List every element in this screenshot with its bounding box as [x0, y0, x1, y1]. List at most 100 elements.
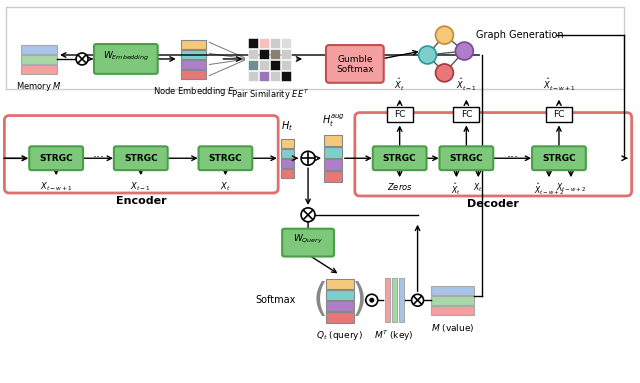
- Bar: [270, 38, 280, 48]
- Text: $X_{t-1}$: $X_{t-1}$: [131, 180, 151, 193]
- Bar: [259, 49, 269, 59]
- Bar: [180, 50, 207, 59]
- Text: STRGC: STRGC: [383, 154, 417, 163]
- Text: $Q_t$ (query): $Q_t$ (query): [316, 329, 364, 342]
- FancyBboxPatch shape: [440, 146, 493, 170]
- Bar: [21, 45, 57, 54]
- Bar: [326, 301, 354, 311]
- Circle shape: [435, 64, 453, 82]
- Bar: [399, 278, 404, 322]
- Text: $W_{Query}$: $W_{Query}$: [293, 233, 323, 246]
- Bar: [281, 60, 291, 70]
- Bar: [180, 70, 207, 79]
- Bar: [248, 38, 259, 48]
- Text: ): ): [352, 281, 367, 319]
- Text: FC: FC: [394, 110, 405, 119]
- Text: $X_t$: $X_t$: [474, 181, 483, 193]
- Text: ···: ···: [507, 151, 518, 164]
- Bar: [248, 60, 259, 70]
- FancyBboxPatch shape: [198, 146, 252, 170]
- Bar: [324, 135, 342, 146]
- Bar: [248, 71, 259, 81]
- FancyBboxPatch shape: [372, 146, 426, 170]
- Bar: [259, 60, 269, 70]
- FancyBboxPatch shape: [4, 116, 278, 193]
- Bar: [270, 71, 280, 81]
- Text: ···: ···: [92, 151, 104, 164]
- FancyBboxPatch shape: [326, 45, 384, 83]
- Text: $M$ (value): $M$ (value): [431, 322, 474, 334]
- Circle shape: [419, 46, 436, 64]
- Circle shape: [412, 294, 424, 306]
- Bar: [387, 107, 413, 122]
- Text: $\hat{X}_t$: $\hat{X}_t$: [451, 181, 461, 197]
- Bar: [281, 159, 294, 168]
- Text: $X_{t-w+2}$: $X_{t-w+2}$: [556, 181, 586, 193]
- Bar: [281, 38, 291, 48]
- Bar: [6, 7, 623, 89]
- Text: Graph Generation: Graph Generation: [476, 30, 564, 40]
- Bar: [324, 159, 342, 170]
- Circle shape: [366, 294, 378, 306]
- FancyBboxPatch shape: [29, 146, 83, 170]
- FancyBboxPatch shape: [114, 146, 168, 170]
- Bar: [281, 139, 294, 148]
- Bar: [281, 49, 291, 59]
- Text: Softmax: Softmax: [256, 295, 296, 305]
- Bar: [270, 60, 280, 70]
- Bar: [324, 171, 342, 182]
- Bar: [431, 306, 474, 315]
- Text: STRGC: STRGC: [39, 154, 73, 163]
- Text: Decoder: Decoder: [467, 199, 519, 209]
- Text: $H_t^{aug}$: $H_t^{aug}$: [322, 113, 344, 129]
- Text: Encoder: Encoder: [116, 196, 166, 206]
- Circle shape: [435, 26, 453, 44]
- Bar: [180, 60, 207, 69]
- Circle shape: [301, 208, 315, 222]
- Text: $\hat{X}_{t-w+1}$: $\hat{X}_{t-w+1}$: [543, 77, 575, 93]
- Text: (: (: [312, 281, 328, 319]
- Text: Pair Similarity $EE^T$: Pair Similarity $EE^T$: [231, 88, 309, 102]
- Bar: [326, 279, 354, 289]
- Text: $Zeros$: $Zeros$: [387, 181, 413, 192]
- Bar: [546, 107, 572, 122]
- Bar: [21, 65, 57, 74]
- FancyBboxPatch shape: [355, 113, 632, 196]
- Text: Softmax: Softmax: [336, 65, 374, 74]
- Bar: [281, 149, 294, 158]
- Bar: [281, 169, 294, 178]
- Circle shape: [76, 53, 88, 65]
- Bar: [453, 107, 479, 122]
- Text: Memory $M$: Memory $M$: [17, 80, 62, 93]
- Text: $H_t$: $H_t$: [281, 119, 293, 133]
- Circle shape: [456, 42, 474, 60]
- Text: $\hat{X}_t$: $\hat{X}_t$: [394, 77, 405, 93]
- Circle shape: [301, 151, 315, 165]
- Text: Gumble: Gumble: [337, 56, 372, 64]
- Text: $\hat{X}_{t-1}$: $\hat{X}_{t-1}$: [456, 77, 477, 93]
- Bar: [431, 296, 474, 305]
- Text: FC: FC: [553, 110, 564, 119]
- Text: STRGC: STRGC: [449, 154, 483, 163]
- Circle shape: [370, 298, 374, 302]
- Text: Node Embedding $E$: Node Embedding $E$: [152, 85, 234, 98]
- Text: $W_{Embedding}$: $W_{Embedding}$: [102, 49, 149, 62]
- Text: STRGC: STRGC: [209, 154, 242, 163]
- Bar: [270, 49, 280, 59]
- Text: STRGC: STRGC: [542, 154, 576, 163]
- Text: FC: FC: [461, 110, 472, 119]
- FancyBboxPatch shape: [282, 229, 334, 257]
- Bar: [324, 147, 342, 158]
- Bar: [180, 40, 207, 49]
- Bar: [385, 278, 390, 322]
- Text: $M^T$ (key): $M^T$ (key): [374, 329, 413, 344]
- Text: $\hat{X}_{t-w+2}$: $\hat{X}_{t-w+2}$: [534, 181, 564, 197]
- FancyBboxPatch shape: [94, 44, 157, 74]
- Bar: [259, 71, 269, 81]
- Bar: [248, 49, 259, 59]
- Bar: [326, 290, 354, 300]
- Bar: [259, 38, 269, 48]
- Text: $X_{t-w+1}$: $X_{t-w+1}$: [40, 180, 72, 193]
- Bar: [21, 55, 57, 64]
- Bar: [326, 312, 354, 322]
